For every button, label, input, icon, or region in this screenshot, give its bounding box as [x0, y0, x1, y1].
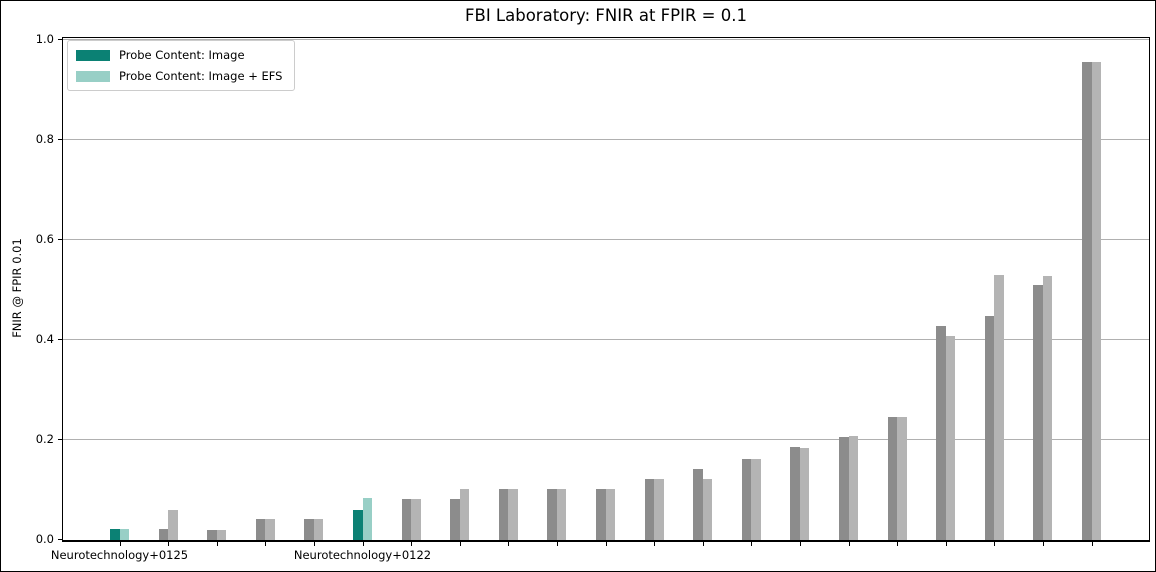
bar-image: [984, 316, 995, 540]
y-tick: [58, 539, 62, 540]
x-tick: [168, 542, 170, 546]
bar-image: [936, 326, 946, 540]
bar-image: [498, 489, 509, 540]
y-tick-label: 0.2: [35, 432, 54, 446]
bar-image: [790, 447, 800, 540]
gridline: [63, 139, 1149, 140]
bar-image-efs: [897, 417, 907, 540]
x-tick: [313, 542, 315, 546]
bar-image-efs: [313, 519, 324, 540]
bar-image-efs: [945, 336, 956, 540]
bar-image: [887, 417, 898, 540]
legend-row-image: Probe Content: Image: [76, 48, 282, 62]
x-tick-label: Neurotechnology+0122: [293, 548, 432, 562]
bar-image-efs: [1042, 276, 1053, 540]
y-tick: [58, 139, 62, 140]
bar-image: [839, 437, 849, 540]
bar-image: [693, 469, 703, 540]
bar-image: [741, 459, 752, 540]
gridline: [63, 239, 1149, 240]
bar-image: [1082, 62, 1092, 540]
x-tick: [508, 542, 510, 546]
gridline: [63, 439, 1149, 440]
bar-image-efs: [119, 529, 129, 540]
bar-image: [644, 479, 655, 540]
y-tick-label: 0.0: [35, 532, 54, 546]
bar-image-efs: [1091, 62, 1101, 540]
x-tick: [1091, 542, 1093, 546]
bar-image: [110, 529, 120, 540]
bar-image-efs: [168, 510, 178, 540]
bar-image-efs: [508, 489, 518, 540]
bar-image-efs: [556, 489, 567, 540]
x-tick: [799, 542, 801, 546]
gridline: [63, 39, 1149, 40]
x-tick: [605, 542, 607, 546]
x-tick: [848, 542, 850, 546]
bar-image-efs: [654, 479, 664, 540]
bar-image: [304, 519, 314, 540]
y-tick-label: 0.8: [35, 132, 54, 146]
x-tick: [119, 542, 121, 546]
bar-image-efs: [848, 436, 858, 540]
bar-image: [207, 530, 217, 540]
y-tick-label: 0.6: [35, 232, 54, 246]
y-tick: [58, 239, 62, 240]
chart-title: FBI Laboratory: FNIR at FPIR = 0.1: [465, 6, 747, 25]
bar-image-efs: [751, 459, 761, 540]
bar-image-efs: [702, 479, 713, 540]
bar-image-efs: [994, 275, 1004, 540]
bar-image-efs: [605, 489, 615, 540]
bar-image: [255, 519, 266, 540]
y-tick: [58, 39, 62, 40]
bar-image-efs: [459, 489, 470, 540]
x-tick: [411, 542, 413, 546]
bar-image-efs: [362, 498, 372, 540]
x-tick-label: Neurotechnology+0125: [50, 548, 189, 562]
x-tick: [1042, 542, 1044, 546]
y-tick: [58, 339, 62, 340]
bar-image: [596, 489, 606, 540]
x-tick: [216, 542, 218, 546]
x-tick: [265, 542, 267, 546]
legend: Probe Content: Image Probe Content: Imag…: [67, 40, 296, 91]
y-tick-label: 1.0: [35, 32, 54, 46]
bar-image: [1033, 285, 1043, 540]
x-tick: [751, 542, 753, 546]
x-tick: [994, 542, 996, 546]
bar-image-efs: [799, 448, 810, 540]
bar-image-efs: [265, 519, 275, 540]
legend-label-image-efs: Probe Content: Image + EFS: [119, 69, 283, 83]
x-tick: [362, 542, 364, 546]
x-tick: [556, 542, 558, 546]
bar-image-efs: [216, 530, 227, 540]
bar-image: [401, 499, 412, 540]
x-tick: [897, 542, 899, 546]
y-tick: [58, 439, 62, 440]
x-tick: [654, 542, 656, 546]
plot-area: Probe Content: Image Probe Content: Imag…: [62, 37, 1150, 542]
bar-image: [353, 510, 363, 540]
bar-image: [450, 499, 460, 540]
bar-image: [547, 489, 557, 540]
bar-image-efs: [411, 499, 421, 540]
legend-swatch-image: [76, 49, 110, 61]
x-tick: [945, 542, 947, 546]
legend-row-image-efs: Probe Content: Image + EFS: [76, 69, 282, 83]
legend-label-image: Probe Content: Image: [119, 48, 245, 62]
gridline: [63, 339, 1149, 340]
y-tick-label: 0.4: [35, 332, 54, 346]
bar-image: [158, 529, 169, 540]
legend-swatch-image-efs: [76, 70, 110, 82]
x-tick: [459, 542, 461, 546]
y-axis-label: FNIR @ FPIR 0.01: [10, 238, 24, 338]
x-tick: [702, 542, 704, 546]
